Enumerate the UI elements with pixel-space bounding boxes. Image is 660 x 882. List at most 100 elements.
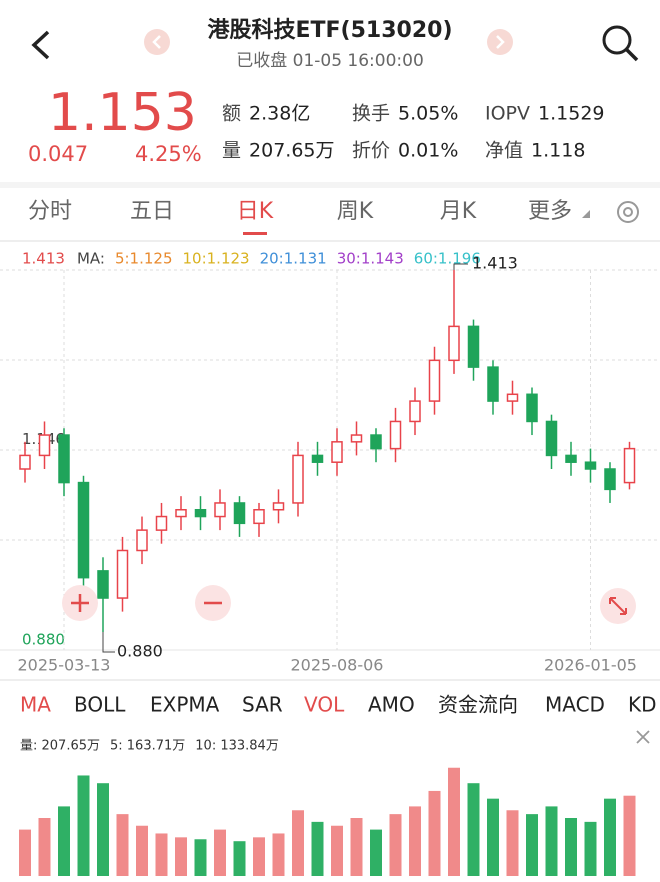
stat-value: 0.01% [398,140,458,162]
tab[interactable]: 日K [237,199,274,224]
volume-bar [428,790,441,876]
volume-bar [38,818,51,876]
volume-bar [623,795,636,876]
volume-bar [194,839,207,876]
min-label: 0.880 [117,642,163,661]
min-marker [102,632,115,653]
candle-body [253,508,265,525]
divider [0,182,660,188]
volume-bar [214,829,226,876]
volume-bar [253,837,265,876]
volume-legend: 10: 133.84万 [195,739,279,754]
ma-legend: 10:1.123 [183,250,250,268]
indicator-tab[interactable]: EXPMA [150,693,220,717]
volume-bar [77,775,90,876]
prev-icon [152,35,161,49]
ma-legend: 20:1.131 [260,250,327,268]
settings-icon[interactable] [617,201,640,223]
candle-body [97,570,109,599]
y-tick-label: 0.880 [22,631,65,649]
volume-legend: 量: 207.65万 [20,739,100,754]
indicator-tab[interactable]: SAR [242,693,283,717]
prev-button[interactable] [144,29,170,55]
tab[interactable]: 五日 [130,199,174,224]
candle-body [38,434,51,457]
volume-bar [58,806,70,876]
search-handle [625,48,639,62]
candle-body [604,468,616,491]
candle-body [331,441,343,463]
subtitle: 已收盘 01-05 16:00:00 [236,51,424,71]
volume-bar [272,833,285,876]
volume-bar [506,810,519,876]
candle-body [350,434,363,443]
candle-body [116,549,129,599]
stat-value: 1.1529 [538,103,604,125]
stat-value: 2.38亿 [249,103,310,125]
candle-body [584,461,597,470]
volume-chart: 量: 207.65万 5: 163.71万 10: 133.84万 [19,739,636,876]
close-volume[interactable] [636,730,650,744]
tab[interactable]: 更多 [528,199,572,224]
y-tick-label: 1.413 [22,250,65,268]
volume-bar [116,814,129,876]
volume-bar [545,806,558,876]
volume-bar [409,806,421,876]
indicator-tab[interactable]: 资金流向 [438,693,518,717]
kline-chart: 1.413 MA: 5:1.125 10:1.123 20:1.131 30:1.143 6… [18,250,637,675]
stat-label: IOPV [485,103,530,125]
volume-bar [370,829,382,876]
candle-body [272,502,285,511]
candle-body [487,366,499,402]
indicator-tab[interactable]: BOLL [74,693,126,717]
stat-label: 额 [222,103,241,125]
x-tick-label: 2025-03-13 [18,656,111,675]
candle-body [389,420,402,450]
stat-label: 换手 [352,103,390,125]
candle-body [311,454,324,463]
stat-label: 量 [222,140,241,162]
volume-bar [136,825,148,876]
volume-bar [19,829,31,876]
volume-bar [292,810,304,876]
change: 0.047 [28,142,88,166]
volume-bar [311,821,324,876]
volume-bar [331,825,343,876]
settings-icon-center [623,207,633,217]
tab[interactable]: 周K [337,199,374,224]
volume-bar [487,798,499,876]
tab[interactable]: 分时 [28,199,72,224]
back-button[interactable] [31,30,50,60]
indicator-tab[interactable]: MA [20,693,51,717]
indicator-tab[interactable]: VOL [304,693,345,717]
candle-body [370,434,382,450]
max-label: 1.413 [472,254,518,273]
volume-bar [604,798,616,876]
candle-body [428,359,441,402]
candle-body [77,481,90,579]
candle-body [292,454,304,504]
ma-legend: 30:1.143 [337,250,404,268]
next-icon [496,35,505,49]
candle-body [623,447,636,484]
search-button[interactable] [602,25,632,55]
stat-value: 5.05% [398,103,458,125]
indicator-tab[interactable]: KD [628,693,657,717]
zoom-in-icon [71,594,89,612]
next-button[interactable] [487,29,513,55]
volume-bar [584,821,597,876]
stat-label: 净值 [485,140,523,162]
tab-indicator [243,232,267,235]
price: 1.153 [48,83,197,143]
tab[interactable]: 月K [440,199,477,224]
indicator-tab[interactable]: MACD [545,693,605,717]
indicator-tabs: MA BOLL EXPMA SAR VOL AMO 资金流向 MACD KD [20,693,657,717]
x-tick-label: 2025-08-06 [291,656,384,675]
candle-body [506,393,519,402]
indicator-tab[interactable]: AMO [368,693,415,717]
candle-body [19,454,31,470]
max-marker [453,263,468,270]
volume-bar [389,814,402,876]
volume-bar [565,818,577,876]
